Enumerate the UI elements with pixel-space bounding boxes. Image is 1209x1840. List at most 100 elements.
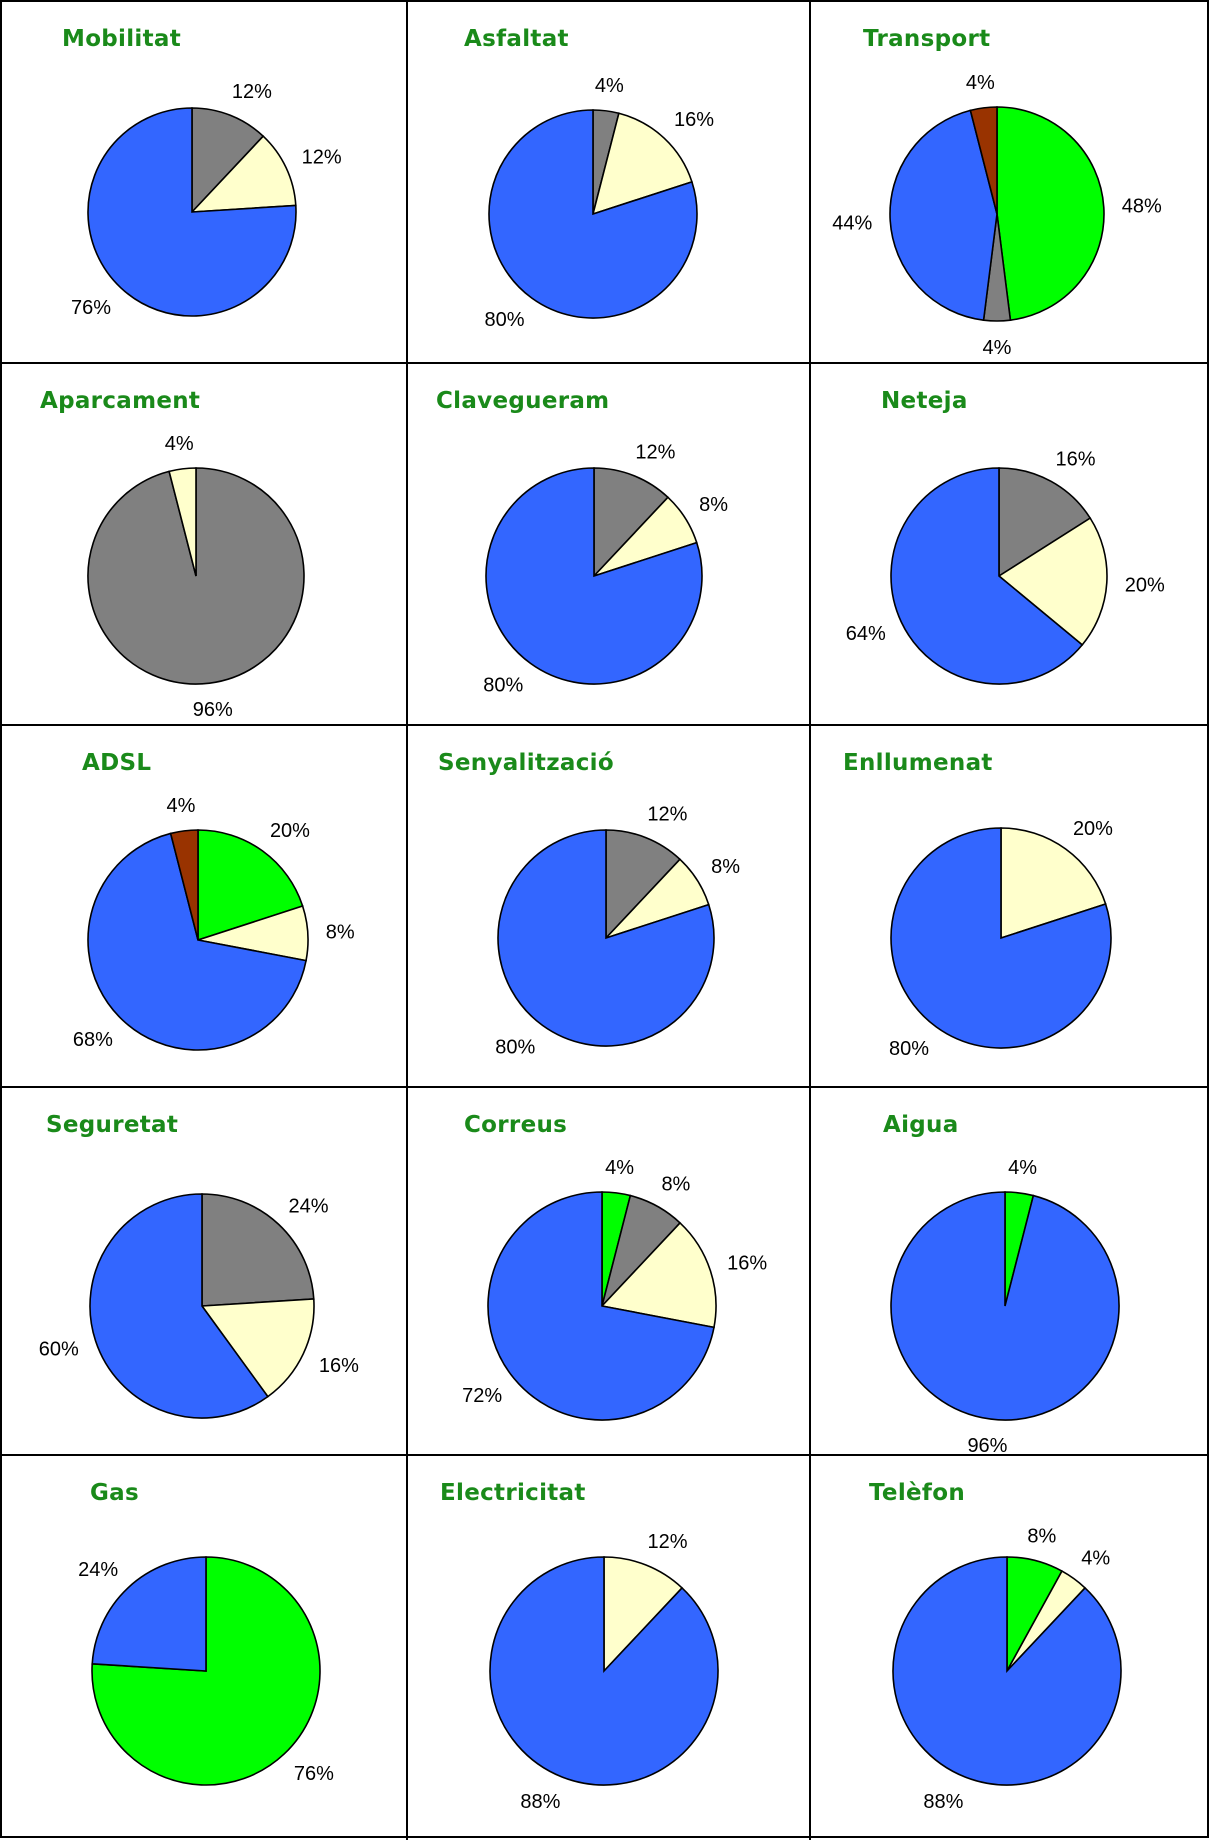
pie-panel-enllumenat: 20% 80% Enllumenat <box>811 726 1209 1088</box>
pie-slice-cream <box>168 467 197 577</box>
pie-slice-brown <box>169 829 199 941</box>
slice-percent-label: 80% <box>889 1038 929 1060</box>
slice-percent-label: 80% <box>495 1036 535 1058</box>
chart-title: Electricitat <box>440 1480 586 1506</box>
slice-percent-label: 12% <box>232 81 272 103</box>
slice-percent-label: 60% <box>39 1339 79 1361</box>
slice-percent-label: 8% <box>699 494 728 516</box>
slice-percent-label: 80% <box>485 309 525 331</box>
pie-slice-blue <box>890 827 1112 1049</box>
chart-title: Gas <box>90 1480 139 1506</box>
pie-chart-seguretat: 24% 16% 60% <box>39 1193 359 1419</box>
slice-percent-label: 20% <box>1125 574 1165 596</box>
slice-percent-label: 88% <box>520 1791 560 1813</box>
pie-slice-green <box>91 1556 321 1786</box>
pie-slice-blue <box>488 109 698 319</box>
slice-percent-label: 16% <box>319 1355 359 1377</box>
slice-percent-label: 4% <box>165 433 194 455</box>
pie-panel-neteja: 16% 20% 64% Neteja <box>811 364 1209 726</box>
pie-chart-correus: 4% 8% 16% 72% <box>462 1157 767 1421</box>
slice-percent-label: 24% <box>78 1559 118 1581</box>
slice-percent-label: 12% <box>635 441 675 463</box>
pie-panel-clavegueram: 12% 8% 80% Clavegueram <box>408 364 811 726</box>
pie-slice-gray <box>998 467 1092 578</box>
slice-percent-label: 4% <box>595 75 624 97</box>
slice-percent-label: 8% <box>711 856 740 878</box>
pie-panel-adsl: 20% 8% 68% 4% ADSL <box>2 726 408 1088</box>
slice-percent-label: 4% <box>966 72 995 94</box>
pie-chart-aparcament: 96% 4% <box>87 433 305 721</box>
slice-percent-label: 16% <box>727 1253 767 1275</box>
pie-chart-aigua: 4% 96% <box>890 1157 1120 1454</box>
slice-percent-label: 48% <box>1122 196 1162 218</box>
pie-slice-gray <box>593 467 670 579</box>
pie-panel-asfaltat: 4% 16% 80% Asfaltat <box>408 2 811 364</box>
slice-percent-label: 4% <box>167 795 196 817</box>
slice-percent-label: 76% <box>294 1763 334 1785</box>
chart-title: Neteja <box>881 388 968 414</box>
slice-percent-label: 80% <box>483 674 523 696</box>
chart-title: Senyalització <box>438 750 614 776</box>
slice-percent-label: 12% <box>648 1531 688 1553</box>
pie-panel-senyalitzacio: 12% 8% 80% Senyalització <box>408 726 811 1088</box>
pie-chart-telefon: 8% 4% 88% <box>892 1525 1122 1813</box>
pie-panel-mobilitat: 12% 12% 76% Mobilitat <box>2 2 408 364</box>
pie-panel-aparcament: 96% 4% Aparcament <box>2 364 408 726</box>
pie-slice-cream <box>190 135 297 213</box>
pie-panel-seguretat: 24% 16% 60% Seguretat <box>2 1088 408 1456</box>
chart-title: Mobilitat <box>62 26 182 52</box>
slice-percent-label: 8% <box>326 921 355 943</box>
pie-chart-gas: 76% 24% <box>78 1556 334 1786</box>
slice-percent-label: 4% <box>1008 1157 1037 1179</box>
pie-slice-blue <box>889 109 998 322</box>
pie-slice-green <box>197 829 304 942</box>
slice-percent-label: 64% <box>846 623 886 645</box>
chart-title: Aigua <box>883 1112 959 1138</box>
slice-percent-label: 20% <box>1073 818 1113 840</box>
pie-slice-cream <box>200 1298 315 1398</box>
pie-slice-brown <box>969 106 998 215</box>
pie-chart-adsl: 20% 8% 68% 4% <box>73 795 355 1051</box>
slice-percent-label: 16% <box>674 109 714 131</box>
pie-slice-blue <box>892 1556 1122 1786</box>
chart-title: Transport <box>863 26 991 52</box>
slice-percent-label: 4% <box>1081 1548 1110 1570</box>
pie-chart-transport: 48% 4% 44% 4% <box>832 72 1162 359</box>
pie-slice-blue <box>485 467 703 685</box>
slice-percent-label: 12% <box>302 147 342 169</box>
pie-slice-blue <box>91 1556 207 1672</box>
pie-chart-enllumenat: 20% 80% <box>889 818 1113 1060</box>
chart-title: Asfaltat <box>464 26 569 52</box>
pie-slice-blue <box>489 1556 719 1786</box>
pie-slice-gray <box>191 107 265 215</box>
pie-chart-mobilitat: 12% 12% 76% <box>71 81 342 319</box>
pie-panel-transport: 48% 4% 44% 4% Transport <box>811 2 1209 364</box>
pie-slice-cream <box>997 517 1108 646</box>
pie-slice-blue <box>890 467 1084 685</box>
slice-percent-label: 4% <box>605 1157 634 1179</box>
slice-percent-label: 72% <box>462 1385 502 1407</box>
pie-slice-cream <box>1000 827 1107 940</box>
pie-slice-blue <box>87 832 307 1051</box>
slice-percent-label: 20% <box>270 820 310 842</box>
pie-slice-green <box>996 106 1105 322</box>
chart-title: Aparcament <box>40 388 201 414</box>
pie-slice-gray <box>605 829 682 941</box>
pie-slice-blue <box>487 1191 715 1421</box>
pie-panel-aigua: 4% 96% Aigua <box>811 1088 1209 1456</box>
slice-percent-label: 96% <box>967 1435 1007 1454</box>
pie-chart-senyalitzacio: 12% 8% 80% <box>495 803 740 1058</box>
pie-slice-cream <box>600 1221 717 1329</box>
chart-title: Correus <box>464 1112 568 1138</box>
pie-chart-electricitat: 12% 88% <box>489 1531 719 1813</box>
slice-percent-label: 16% <box>1056 449 1096 471</box>
chart-title: ADSL <box>82 750 152 776</box>
pie-chart-neteja: 16% 20% 64% <box>846 449 1165 685</box>
pie-slice-blue <box>89 1193 269 1419</box>
slice-percent-label: 12% <box>647 803 687 825</box>
pie-slice-blue <box>497 829 715 1047</box>
chart-title: Clavegueram <box>436 388 610 414</box>
pie-slice-blue <box>87 107 297 317</box>
slice-percent-label: 96% <box>193 699 233 721</box>
